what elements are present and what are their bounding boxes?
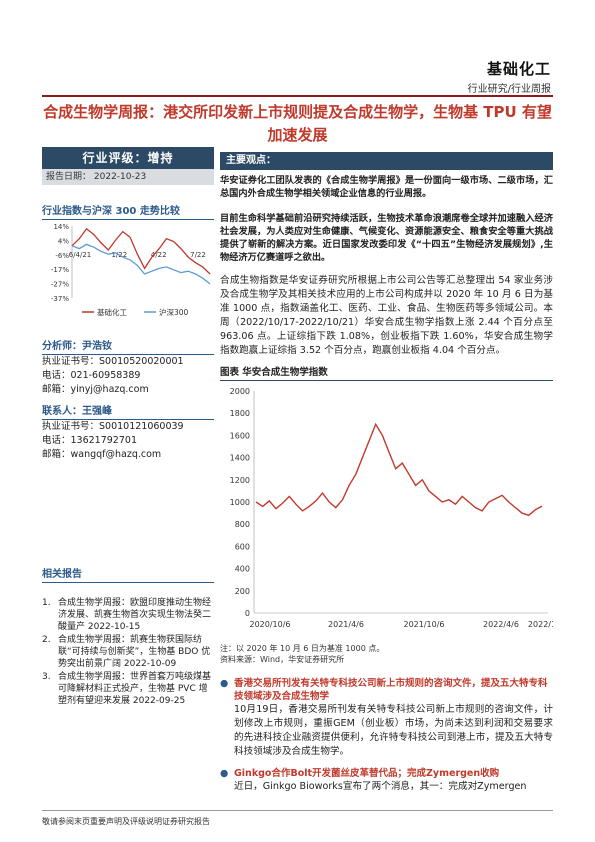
footer-disclaimer: 敬请参阅末页重要声明及评级说明证券研究报告 [42, 817, 210, 826]
analyst1-cert: 执业证书号：S0010520020001 [42, 356, 184, 367]
x-tick-label: 6/4/21 [69, 251, 92, 259]
report-title: 合成生物学周报：港交所印发新上市规则提及合成生物学，生物基 TPU 有望加速发展 [43, 103, 552, 144]
related-report-item[interactable]: 2. 合成生物学周报：凯赛生物获国际纺联“可持续与创新奖”，生物基 BDO 优势… [42, 635, 211, 669]
para-background: 目前生命科学基础前沿研究持续活跃，生物技术革命浪潮席卷全球并加速融入经济社会发展… [220, 213, 553, 263]
main-content: 主要观点： 华安证券化工团队发表的《合成生物学周报》是一份面向一级市场、二级市场… [220, 152, 556, 794]
report-date-label: 报告日期： [46, 172, 92, 182]
industry-category: 基础化工 [486, 60, 551, 78]
y-tick-label: 800 [235, 520, 250, 529]
y-tick-label: 400 [235, 565, 250, 574]
analyst1-phone: 电话：021-60958389 [42, 370, 141, 381]
related-report-item[interactable]: 1. 合成生物学周报：欧盟印度推动生物经济发展、凯赛生物首次实现生物法癸二酸量产… [42, 598, 212, 632]
news1-body: 10月19日，香港交易所刊发有关特专科技公司新上市规则的咨询文件，计划修改上市规… [234, 704, 553, 757]
analyst2-email: 邮箱：wangqf@hazq.com [42, 449, 162, 460]
related-report-item[interactable]: 3. 合成生物学周报：世界首套万吨级煤基可降解材料正式投产，生物基 PVC 增塑… [42, 672, 212, 706]
y-tick-label: 600 [235, 542, 250, 551]
related-reports-title: 相关报告 [42, 562, 214, 583]
series-line [71, 243, 211, 285]
bullet-icon: ● [220, 678, 229, 689]
legend-label: 沪深300 [159, 307, 189, 317]
report-date: 2022-10-23 [93, 172, 147, 182]
y-tick-label: -6% [55, 252, 69, 260]
analyst2-phone: 电话：13621792701 [42, 435, 137, 446]
y-tick-label: 4% [58, 237, 69, 245]
y-tick-label: -37% [51, 295, 69, 303]
contact-title: 联系人：王强峰 [42, 399, 214, 420]
index-line [255, 422, 543, 517]
footer-divider [42, 810, 553, 811]
y-tick-label: 0 [245, 609, 250, 618]
y-tick-label: -17% [51, 266, 69, 274]
news2-body: 近日，Ginkgo Bioworks宣布了两个消息，其一：完成对Zymergen [234, 781, 527, 792]
series-line [71, 227, 211, 275]
bullet-icon: ● [220, 768, 229, 779]
header-divider [42, 95, 553, 97]
x-tick-label: 2022/4/6 [483, 620, 519, 629]
x-tick-label: 2021/10/6 [403, 620, 444, 629]
industry-rating: 行业评级：增持 [42, 147, 214, 169]
news1-title[interactable]: ● 香港交易所刊发有关特专科技公司新上市规则的咨询文件，提及五大特专科技领域涉及… [220, 678, 548, 702]
chart-note: 注：以 2020 年 10 月 6 日为基准 1000 点。 [220, 644, 385, 653]
y-tick-label: 14% [53, 223, 69, 231]
x-tick-label: 2022/1 [528, 620, 553, 629]
index-chart-title: 图表 华安合成生物学指数 [220, 364, 553, 381]
y-tick-label: 2000 [230, 387, 250, 396]
index-chart: 2000180016001400120010008006004002000202… [230, 387, 556, 629]
y-tick-label: 1200 [230, 476, 250, 485]
x-tick-label: 7/22 [190, 251, 206, 259]
y-tick-label: 1800 [230, 409, 250, 418]
analyst1-email: 邮箱：yinyj@hazq.com [42, 384, 149, 395]
y-tick-label: 1600 [230, 431, 250, 440]
chart-source: 资料来源：Wind，华安证券研究所 [220, 655, 345, 664]
y-tick-label: 1000 [230, 498, 250, 507]
analyst-title: 分析师：尹浩钕 [42, 334, 214, 355]
legend-label: 基础化工 [97, 307, 127, 317]
report-type: 行业研究/行业周报 [467, 84, 551, 95]
left-sidebar: 行业评级：增持 报告日期： 2022-10-23 行业指数与沪深 300 走势比… [42, 147, 214, 708]
x-tick-label: 4/22 [151, 251, 167, 259]
y-tick-label: -27% [51, 281, 69, 289]
news2-title[interactable]: ● Ginkgo合作Bolt开发菌丝皮革替代品；完成Zymergen收购 [220, 768, 500, 779]
compare-chart-title: 行业指数与沪深 300 走势比较 [42, 199, 214, 220]
y-tick-label: 200 [235, 587, 250, 596]
para-intro: 华安证券化工团队发表的《合成生物学周报》是一份面向一级市场、二级市场，汇总国内外… [220, 175, 553, 199]
analyst2-cert: 执业证书号：S0010121060039 [42, 421, 184, 432]
x-tick-label: 2020/10/6 [249, 620, 290, 629]
compare-chart: 14%4%-6%-17%-27%-37%6/4/21 1/22 4/22 7/22基础… [51, 223, 211, 317]
report-date-bar: 报告日期： 2022-10-23 [42, 169, 214, 185]
para-index: 合成生物指数是华安证券研究所根据上市公司公告等汇总整理出 54 家业务涉及合成生… [220, 275, 553, 356]
y-tick-label: 1400 [230, 454, 250, 463]
x-tick-label: 2021/4/6 [328, 620, 364, 629]
key-points-title: 主要观点： [220, 152, 553, 170]
